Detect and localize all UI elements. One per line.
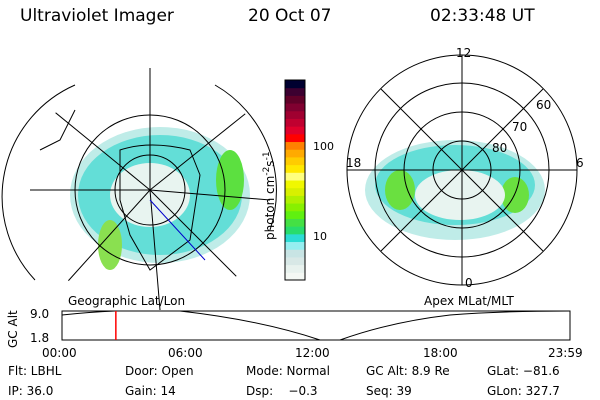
- mlt-label-0: 0: [465, 276, 473, 290]
- colorbar-swatch: [285, 103, 305, 112]
- altitude-curve: [61, 310, 571, 341]
- colorbar-swatch: [285, 264, 305, 273]
- colorbar-swatch: [285, 95, 305, 104]
- colorbar-swatch: [285, 133, 305, 143]
- sun-direction-line: [149, 199, 206, 261]
- colorbar-swatch: [285, 172, 305, 181]
- xtick-2359: 23:59: [548, 346, 583, 360]
- xtick-0000: 00:00: [42, 346, 77, 360]
- timeline-ylabel: GC Alt: [6, 310, 20, 348]
- dsp-status: Dsp: −0.3: [246, 384, 318, 398]
- gc-alt-status: GC Alt: 8.9 Re: [366, 364, 450, 378]
- ip-status: IP: 36.0: [8, 384, 54, 398]
- glat-status: GLat: −81.6: [487, 364, 560, 378]
- geographic-map: [30, 68, 271, 311]
- colorbar-tick-100: 100: [313, 140, 334, 153]
- colorbar-swatch: [285, 149, 305, 158]
- colorbar-swatch: [285, 256, 305, 266]
- colorbar-swatch: [285, 180, 305, 189]
- xtick-0600: 06:00: [168, 346, 203, 360]
- colorbar-swatch: [285, 195, 305, 204]
- colorbar: [285, 80, 305, 281]
- colorbar-swatch: [285, 233, 305, 243]
- time-label: 02:33:48 UT: [430, 6, 535, 26]
- left-map-label: Geographic Lat/Lon: [68, 294, 186, 308]
- antarctica-coastline: [119, 144, 201, 271]
- colorbar-swatch: [285, 87, 305, 96]
- right-map-label: Apex MLat/MLT: [424, 294, 514, 308]
- colorbar-swatch: [285, 241, 305, 250]
- ytick-9: 9.0: [30, 307, 50, 321]
- apex-polar-plot: [346, 54, 578, 286]
- colorbar-swatch: [285, 249, 305, 258]
- colorbar-swatch: [285, 141, 305, 150]
- colorbar-swatch: [285, 118, 305, 127]
- instrument-title: Ultraviolet Imager: [20, 6, 174, 26]
- glon-status: GLon: 327.7: [487, 384, 560, 398]
- colorbar-swatch: [285, 218, 305, 227]
- xtick-1800: 18:00: [423, 346, 458, 360]
- date-label: 20 Oct 07: [248, 6, 332, 26]
- mode-status: Mode: Normal: [246, 364, 330, 378]
- seq-status: Seq: 39: [366, 384, 412, 398]
- filter-status: Flt: LBHL: [8, 364, 62, 378]
- lat-label-60: 60: [536, 98, 552, 112]
- aurora-bright-patch: [216, 150, 244, 210]
- colorbar-swatch: [285, 203, 305, 212]
- colorbar-swatch: [285, 110, 305, 119]
- colorbar-swatch: [285, 126, 305, 135]
- timeline-box: [61, 310, 571, 341]
- xtick-1200: 12:00: [295, 346, 330, 360]
- lat-label-70: 70: [512, 120, 528, 134]
- ytick-1.8: 1.8: [30, 331, 50, 345]
- lat-label-80: 80: [492, 141, 508, 155]
- colorbar-swatch: [285, 187, 305, 196]
- colorbar-swatch: [285, 272, 305, 281]
- gain-status: Gain: 14: [125, 384, 176, 398]
- colorbar-swatch: [285, 80, 305, 89]
- door-status: Door: Open: [125, 364, 194, 378]
- colorbar-unit: photon cm-2s-1: [262, 151, 277, 240]
- mlt-label-12: 12: [456, 46, 472, 60]
- colorbar-tick-10: 10: [313, 230, 327, 243]
- colorbar-swatch: [285, 164, 305, 173]
- colorbar-swatch: [285, 156, 305, 166]
- mlt-label-6: 6: [576, 156, 584, 170]
- colorbar-swatch: [285, 210, 305, 219]
- mlt-label-18: 18: [346, 156, 362, 170]
- colorbar-swatch: [285, 226, 305, 235]
